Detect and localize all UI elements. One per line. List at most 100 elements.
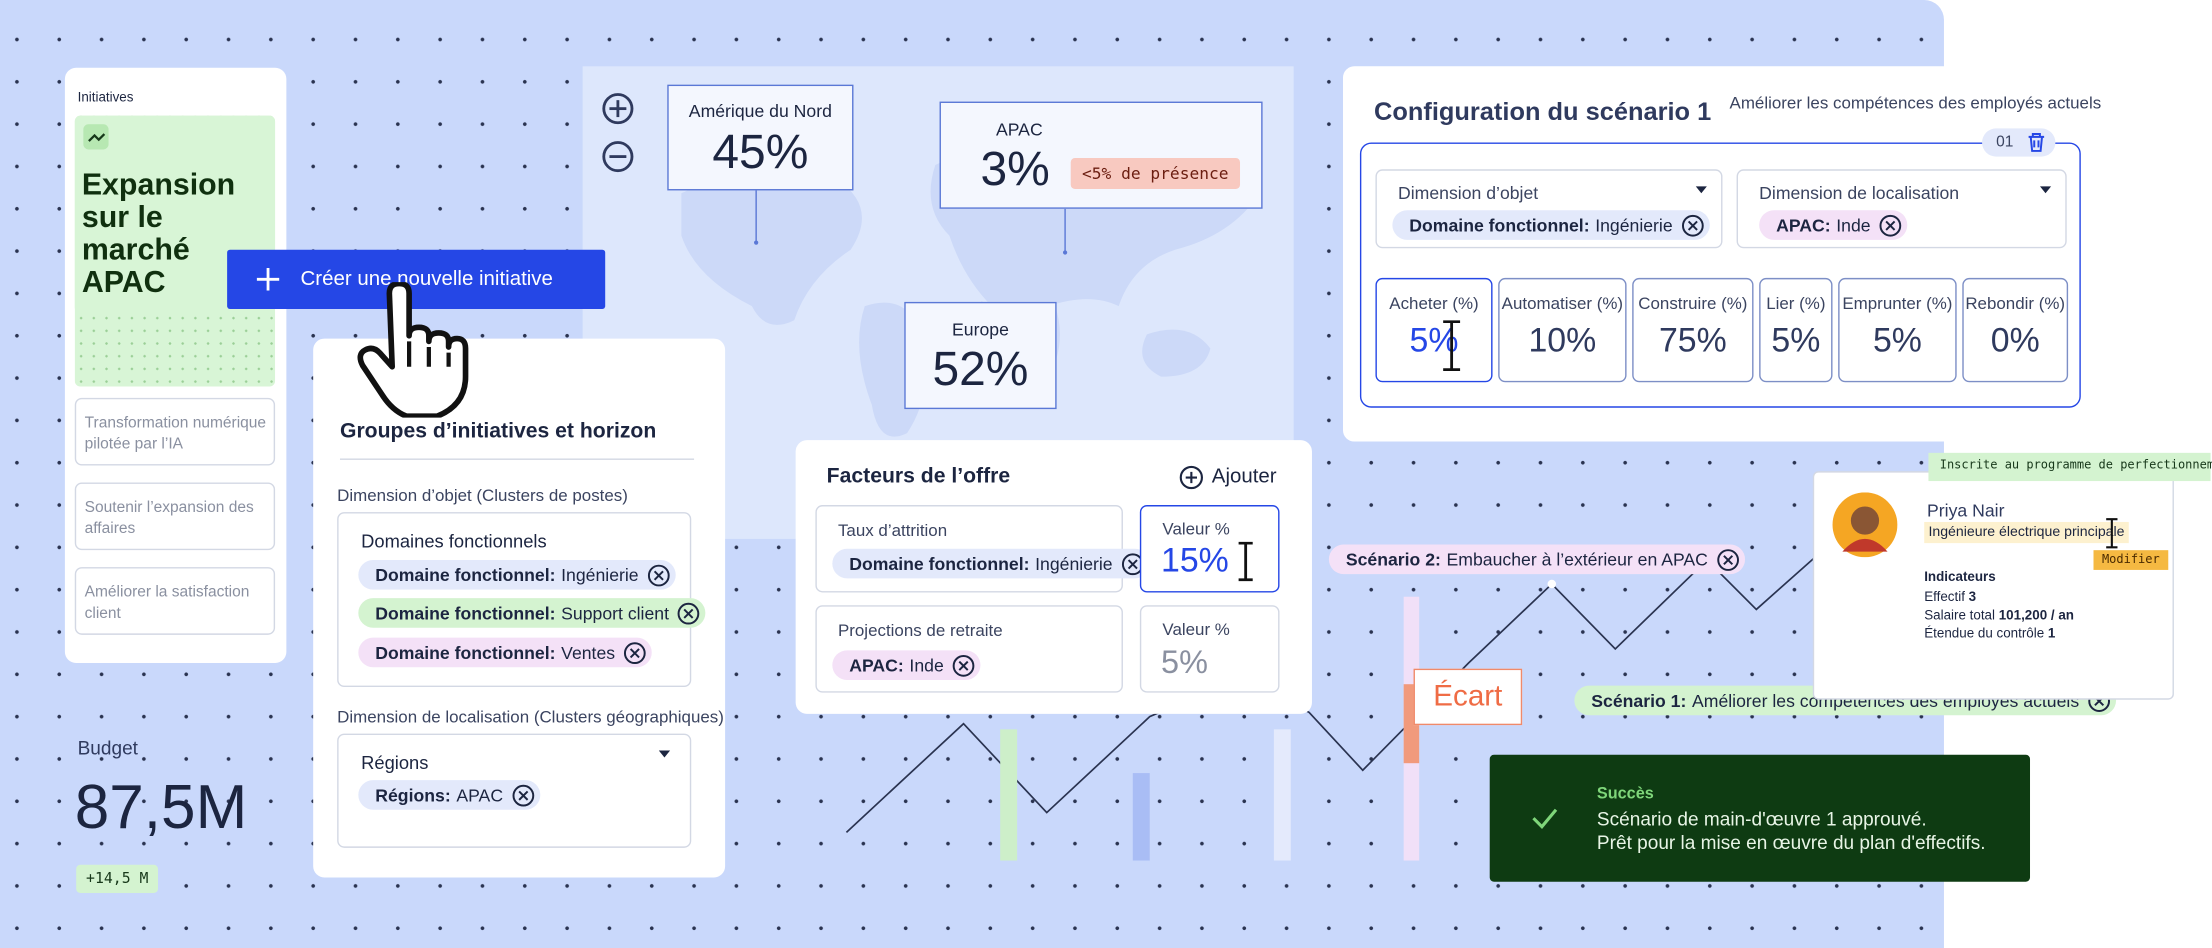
region-name: APAC bbox=[995, 119, 1043, 140]
budget-delta: +14,5 M bbox=[76, 864, 159, 893]
chip-key: Domaine fonctionnel: bbox=[375, 564, 556, 585]
remove-icon[interactable] bbox=[1681, 214, 1704, 237]
text-cursor bbox=[1238, 541, 1253, 582]
dimension-box: Dimension de localisation APAC: Inde bbox=[1736, 169, 2067, 249]
box-title: Domaines fonctionnels bbox=[361, 530, 547, 552]
profile-badge: Inscrite au programme de perfectionnemen… bbox=[1928, 452, 2212, 482]
element: Étendue du contrôle bbox=[1924, 626, 2045, 642]
factor-label: Projections de retraite bbox=[837, 620, 1003, 641]
lever: Lier (%) 5% bbox=[1759, 277, 1833, 383]
budget-value: 87,5M bbox=[74, 773, 248, 843]
card-subtitle: Améliorer les compétences des employés a… bbox=[1729, 93, 2102, 113]
remove-icon[interactable] bbox=[623, 641, 647, 664]
chip: Domaine fonctionnel: Support client bbox=[358, 598, 706, 628]
chip-value: Embaucher à l’extérieur en APAC bbox=[1446, 549, 1708, 570]
dimension-label: Dimension d’objet bbox=[1398, 183, 1539, 204]
chip-key: APAC: bbox=[1776, 215, 1831, 235]
field-label: Dimension d’objet (Clusters de postes) bbox=[337, 485, 628, 506]
chip: APAC: Inde bbox=[1759, 210, 1908, 240]
lever-label: Construire (%) bbox=[1638, 293, 1748, 314]
metric: Étendue du contrôle 1 bbox=[1924, 626, 2055, 642]
lever-label: Rebondir (%) bbox=[1965, 293, 2066, 314]
chip-key: APAC: bbox=[849, 655, 904, 676]
lever-label: Acheter (%) bbox=[1389, 293, 1479, 314]
remove-icon[interactable] bbox=[511, 784, 535, 807]
metric: Effectif 3 bbox=[1924, 590, 1976, 606]
edit-button[interactable]: Modifier bbox=[2093, 550, 2169, 570]
button-label: Créer une nouvelle initiative bbox=[300, 268, 553, 291]
remove-icon[interactable] bbox=[952, 654, 975, 677]
chip-key: Scénario 1: bbox=[1591, 690, 1687, 711]
region-value: 52% bbox=[932, 342, 1029, 397]
sidebar: Initiatives Expansion sur le marché APAC… bbox=[64, 67, 287, 664]
initiative-item: Transformation numérique pilotée par l’I… bbox=[74, 397, 276, 466]
toast-line: Scénario de main-d'œuvre 1 approuvé. bbox=[1596, 808, 1927, 830]
metric: Salaire total 101,200 / an bbox=[1924, 608, 2074, 624]
box-title: Régions bbox=[361, 751, 429, 774]
chip-key: Domaine fonctionnel: bbox=[375, 642, 556, 663]
element: Effectif bbox=[1924, 589, 1965, 606]
chip-value: Ingénierie bbox=[561, 564, 639, 585]
region-value: 45% bbox=[712, 125, 809, 180]
region-name: Europe bbox=[952, 320, 1009, 340]
value: 15% bbox=[1161, 541, 1229, 580]
lever-value: 5% bbox=[1872, 321, 1922, 360]
avatar bbox=[1832, 492, 1898, 558]
value-label: Valeur % bbox=[1162, 519, 1230, 539]
scenario-box bbox=[1359, 142, 2081, 408]
lever-value: 75% bbox=[1658, 321, 1727, 360]
element: Salaire total bbox=[1924, 608, 1995, 624]
delete-icon[interactable] bbox=[2027, 133, 2045, 153]
region-value: 3% bbox=[980, 142, 1050, 197]
active-initiative: Expansion sur le marché APAC bbox=[74, 115, 276, 387]
config-card: Configuration du scénario 1 Améliorer le… bbox=[1342, 66, 2102, 442]
factor-box: Taux d’attrition Domaine fonctionnel: Ing… bbox=[815, 505, 1150, 593]
chip: Scénario 2: Embaucher à l’extérieur en AP… bbox=[1328, 544, 1745, 575]
text-cursor bbox=[1443, 320, 1461, 372]
remove-icon[interactable] bbox=[1716, 548, 1739, 571]
region-box: Europe 52% bbox=[904, 301, 1057, 410]
remove-icon[interactable] bbox=[647, 564, 670, 587]
chip-value: Ventes bbox=[561, 642, 616, 663]
lever: Rebondir (%) 0% bbox=[1962, 277, 2069, 383]
lever: Automatiser (%) 10% bbox=[1498, 277, 1627, 383]
chip-key: Domaine fonctionnel: bbox=[375, 603, 556, 623]
remove-icon[interactable] bbox=[677, 602, 700, 625]
add-icon[interactable] bbox=[1179, 465, 1203, 490]
chip-value: APAC bbox=[456, 785, 504, 805]
initiative-item: Améliorer la satisfaction client bbox=[74, 567, 276, 635]
chip: Domaine fonctionnel: Ingénierie bbox=[1392, 210, 1710, 240]
value-label: Valeur % bbox=[1162, 619, 1230, 640]
factor-box: Projections de retraite APAC: Inde bbox=[815, 605, 1123, 693]
trend-icon bbox=[83, 124, 109, 150]
region-name: Amérique du Nord bbox=[688, 101, 832, 122]
region-box: Amérique du Nord 45% bbox=[667, 84, 854, 191]
lever-value: 5% bbox=[1771, 321, 1821, 360]
chip: APAC: Inde bbox=[832, 650, 981, 680]
chip-key: Domaine fonctionnel: bbox=[849, 553, 1030, 574]
lever-value: 0% bbox=[1990, 321, 2040, 360]
lever-value: 5% bbox=[1409, 321, 1459, 360]
offer-card: Facteurs de l’offre Ajouter Taux d’attri… bbox=[795, 440, 1312, 714]
card-title: Groupes d’initiatives et horizon bbox=[339, 418, 657, 443]
create-button[interactable]: Créer une nouvelle initiative bbox=[227, 249, 606, 309]
divider bbox=[339, 458, 695, 460]
lever-label: Emprunter (%) bbox=[1842, 293, 1953, 314]
text-cursor bbox=[2106, 518, 2118, 549]
element: 3 bbox=[1968, 589, 1977, 606]
element: 101,200 / an bbox=[1998, 608, 2074, 624]
chip: Domaine fonctionnel: Ventes bbox=[358, 637, 652, 668]
lever-label: Automatiser (%) bbox=[1501, 293, 1624, 314]
field-label: Dimension de localisation (Clusters géog… bbox=[337, 706, 724, 727]
dropdown-caret bbox=[658, 750, 671, 758]
lever-value: 10% bbox=[1528, 321, 1597, 360]
add-label[interactable]: Ajouter bbox=[1211, 465, 1277, 489]
item-text: Soutenir l’expansion des affaires bbox=[84, 499, 254, 538]
profile-card: Priya Nair Ingénieure électrique princip… bbox=[1812, 471, 2174, 700]
region-box: APAC 3% <5% de présence bbox=[939, 101, 1263, 209]
item-text: Transformation numérique pilotée par l’I… bbox=[84, 414, 267, 453]
value-box: Valeur % 15% bbox=[1139, 505, 1280, 593]
remove-icon[interactable] bbox=[1879, 214, 1902, 237]
chip-value: Ingénierie bbox=[1595, 215, 1673, 235]
